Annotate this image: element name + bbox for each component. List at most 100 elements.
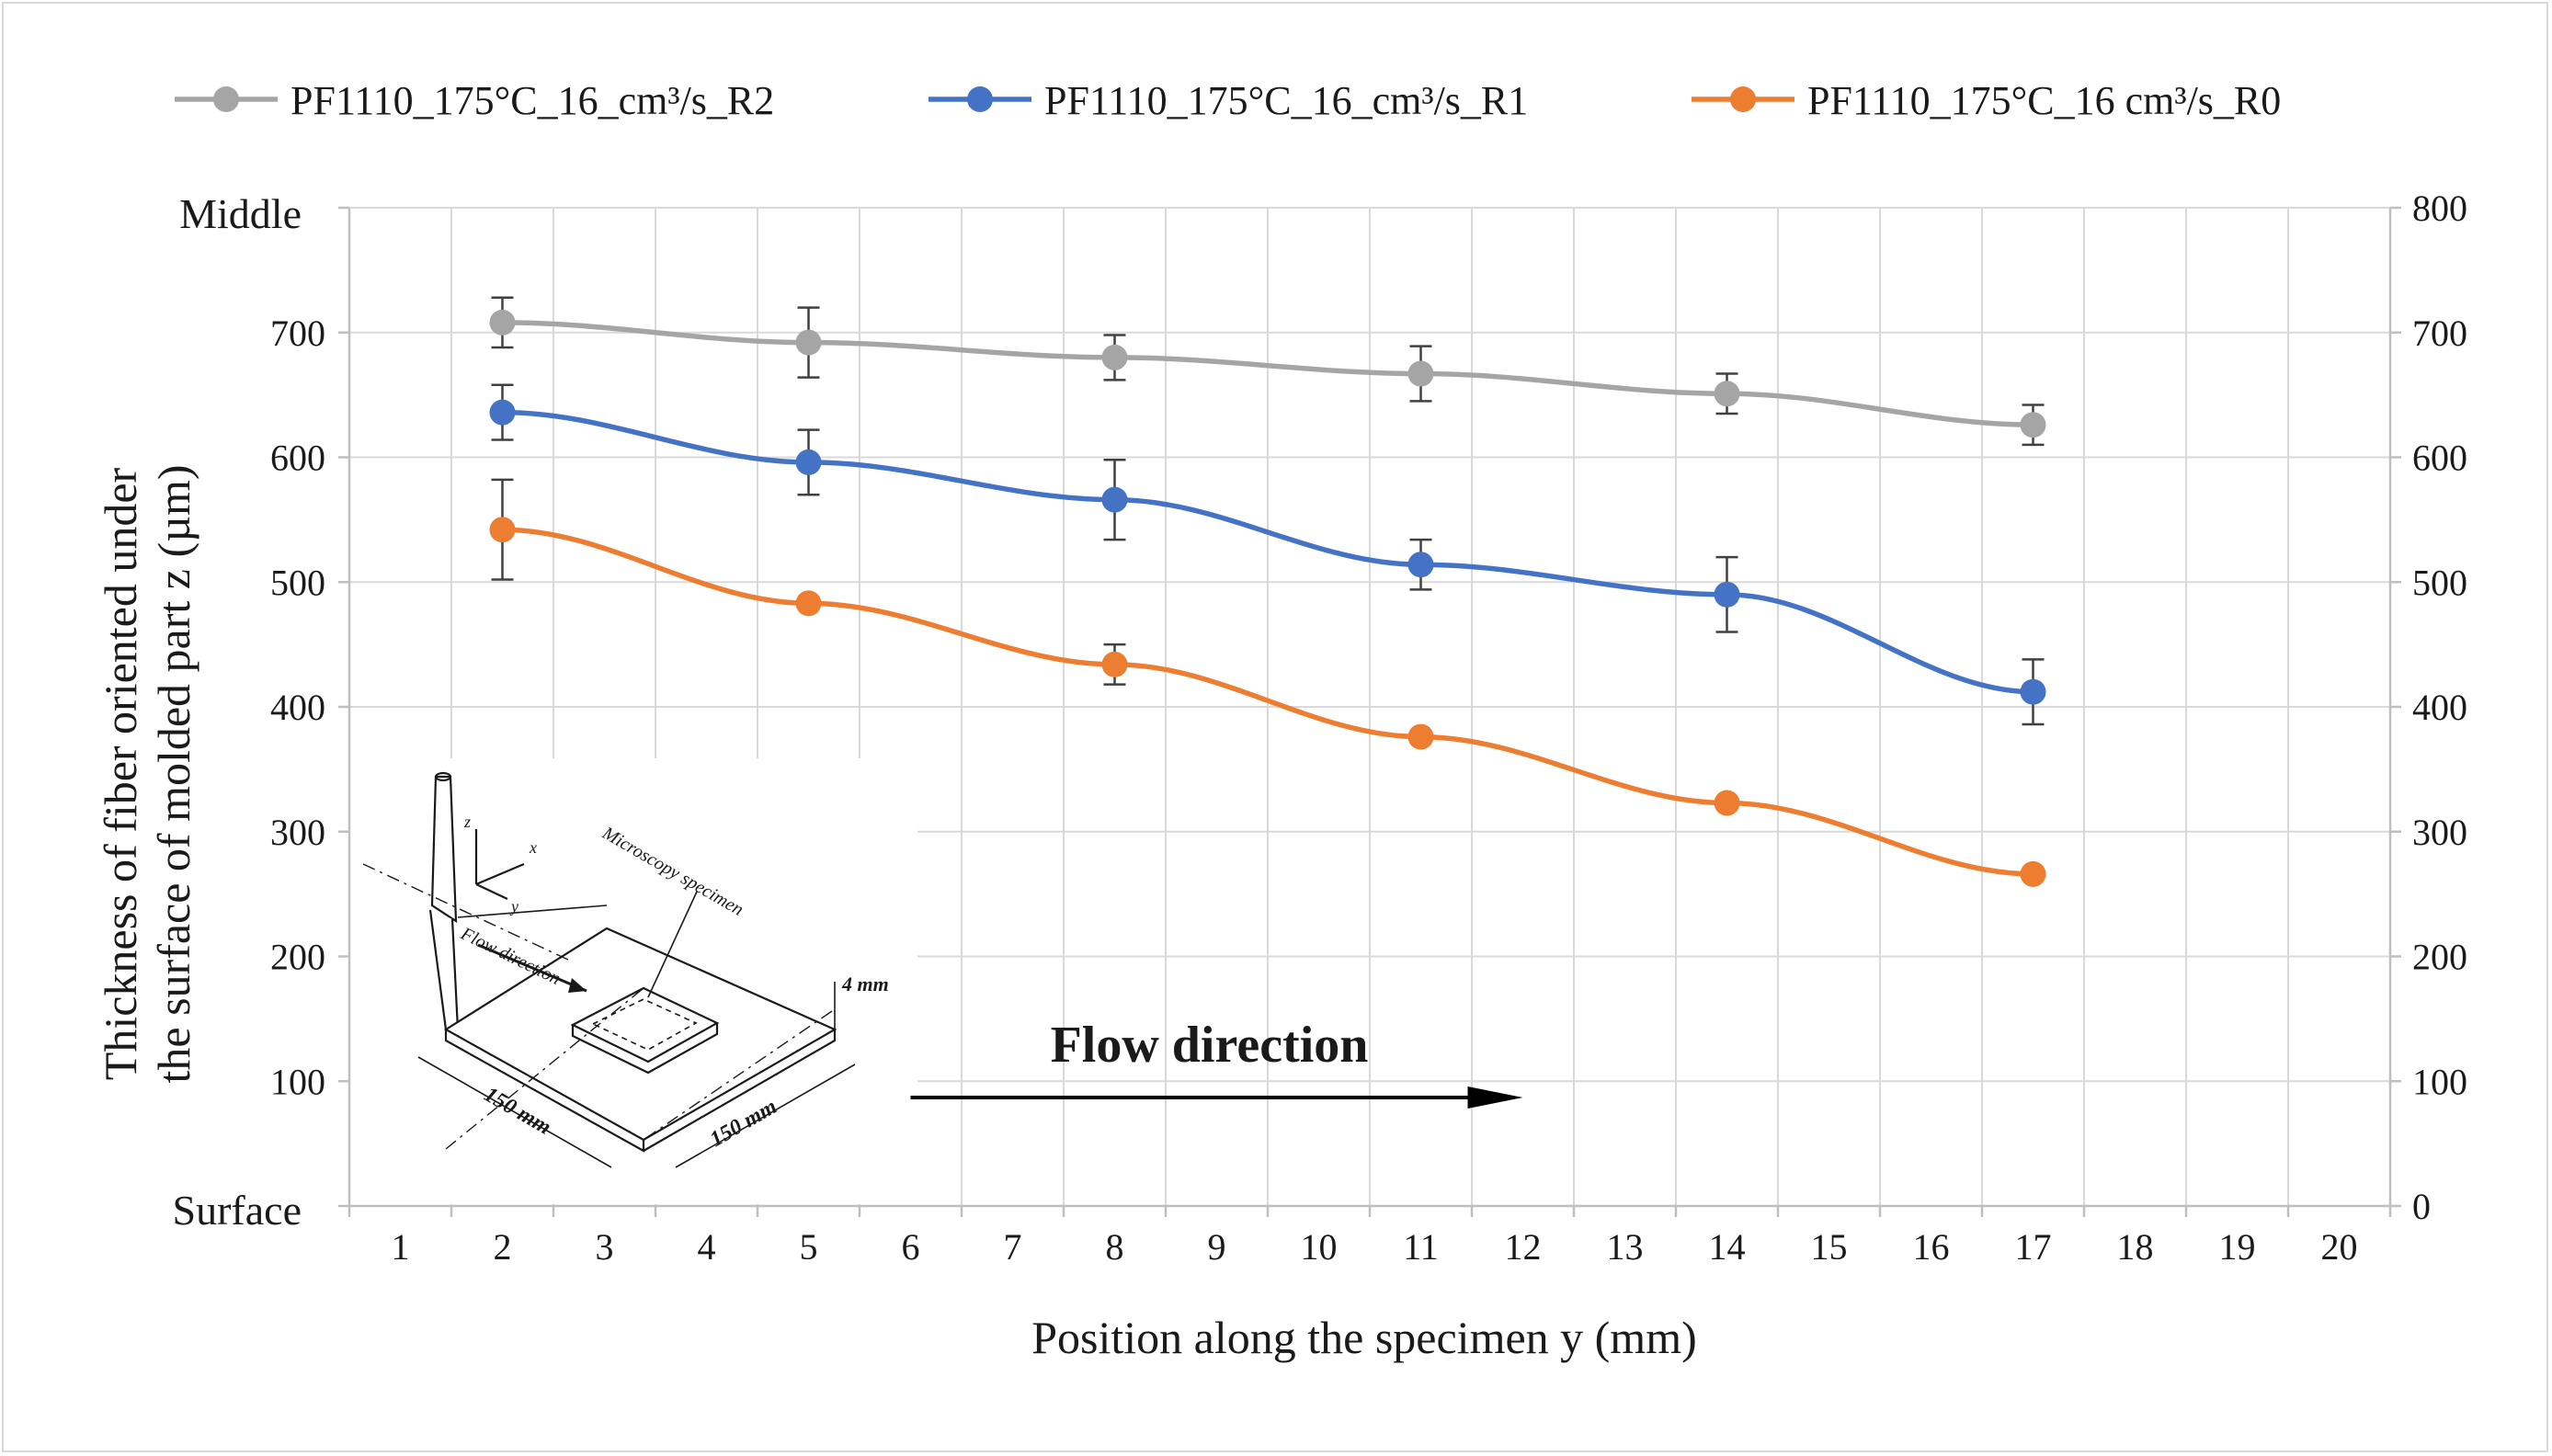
y-right-tick-label: 800 [2412, 188, 2467, 229]
y-right-tick-label: 700 [2412, 313, 2467, 354]
series-1 [489, 383, 2046, 726]
x-tick-label: 11 [1403, 1226, 1439, 1268]
sprue-shape [430, 775, 458, 924]
x-tick-label: 4 [698, 1226, 716, 1268]
data-point [489, 517, 516, 543]
x-tick-label: 17 [2015, 1226, 2052, 1268]
x-tick-label: 18 [2117, 1226, 2154, 1268]
y-axis-title-line-1: Thickness of fiber oriented under [95, 467, 146, 1080]
flow-arrowhead [1467, 1086, 1523, 1109]
y-left-tick-label: 200 [270, 937, 325, 978]
legend-label-0: PF1110_175°C_16_cm³/s_R2 [291, 78, 774, 123]
legend-marker-0 [213, 86, 239, 112]
x-tick-label: 1 [392, 1226, 410, 1268]
leader-line-1 [457, 904, 608, 918]
axis-y-line [475, 883, 508, 900]
y-axis-title-line-2: the surface of molded part z (µm) [148, 465, 199, 1084]
data-point [1714, 381, 1740, 407]
data-point [1407, 723, 1434, 750]
y-right-tick-label: 200 [2412, 937, 2467, 978]
data-point [1407, 360, 1434, 387]
series-line [502, 409, 2034, 695]
data-series [489, 296, 2046, 887]
y-left-tick-label: 500 [270, 562, 325, 603]
inset-axis-x-label: x [529, 838, 537, 857]
data-point [1714, 581, 1740, 608]
x-tick-label: 12 [1505, 1226, 1542, 1268]
leader-line-2 [647, 891, 698, 998]
flow-direction-label: Flow direction [1051, 1017, 1369, 1074]
y-right-tick-label: 500 [2412, 562, 2467, 603]
plate-front-left [444, 1029, 645, 1153]
y-left-tick-label: 400 [270, 687, 325, 728]
y-right-tick-label: 600 [2412, 438, 2467, 479]
x-tick-label: 20 [2321, 1226, 2358, 1268]
data-point [795, 329, 822, 356]
x-tick-label: 8 [1106, 1226, 1124, 1268]
data-point [1714, 790, 1740, 816]
x-tick-label: 13 [1607, 1226, 1644, 1268]
data-point [2020, 678, 2046, 705]
y-top-label-middle: Middle [179, 190, 302, 237]
x-tick-label: 9 [1208, 1226, 1226, 1268]
legend-label-1: PF1110_175°C_16_cm³/s_R1 [1044, 78, 1528, 123]
y-right-tick-label: 400 [2412, 687, 2467, 728]
x-tick-label: 14 [1709, 1226, 1746, 1268]
series-line [502, 527, 2034, 877]
inset-thickness-label: 4 mm [841, 973, 889, 995]
dimension-line-right [675, 1064, 856, 1168]
x-tick-label: 16 [1913, 1226, 1950, 1268]
centerline-2 [445, 987, 644, 1150]
x-tick-label: 3 [596, 1226, 614, 1268]
x-tick-label: 19 [2219, 1226, 2256, 1268]
series-2 [489, 478, 2046, 887]
flow-direction-arrow [910, 1086, 1523, 1109]
sprue-top [434, 771, 452, 782]
centerline-3 [643, 1010, 833, 1141]
inset-flow-arrowhead [568, 978, 587, 993]
data-point [1407, 552, 1434, 578]
data-point [1101, 344, 1128, 370]
data-point [2020, 412, 2046, 438]
legend-label-2: PF1110_175°C_16 cm³/s_R0 [1807, 78, 2281, 123]
inset-axis-z-label: z [463, 813, 471, 831]
x-tick-label: 10 [1301, 1226, 1338, 1268]
series-line [502, 320, 2034, 427]
inset-flow-arrow-line [477, 943, 587, 993]
x-axis-title: Position along the specimen y (mm) [1031, 1312, 1697, 1363]
data-point [489, 399, 516, 426]
y-right-tick-label: 300 [2412, 812, 2467, 853]
data-point [1101, 486, 1128, 513]
specimen-sides [571, 1023, 719, 1075]
dimension-line-left [417, 1056, 612, 1168]
y-left-tick-label: 300 [270, 812, 325, 853]
data-point [795, 449, 822, 475]
data-point [795, 590, 822, 617]
data-point [1101, 651, 1128, 677]
x-tick-label: 15 [1811, 1226, 1848, 1268]
x-tick-label: 7 [1004, 1226, 1022, 1268]
specimen-inner [591, 998, 698, 1051]
injection-molding-inset: Microscopy specimen Flow direction 4 mm … [338, 758, 917, 1204]
tick-labels: 1 2 3 4 5 6 7 8 9 10 11 12 13 14 15 16 17 18 19 20100200300… [270, 188, 2467, 1268]
axis-x-line [475, 862, 525, 886]
data-point [489, 309, 516, 336]
legend-marker-1 [967, 86, 993, 112]
grid-lines [349, 207, 2390, 1206]
x-tick-label: 6 [902, 1226, 920, 1268]
legend-marker-2 [1730, 86, 1756, 112]
centerline-1 [362, 863, 571, 961]
y-right-tick-label: 100 [2412, 1061, 2467, 1102]
x-tick-label: 5 [800, 1226, 818, 1268]
y-left-tick-label: 600 [270, 438, 325, 479]
y-left-tick-label: 100 [270, 1061, 325, 1102]
y-bottom-label-surface: Surface [173, 1187, 302, 1234]
x-tick-label: 2 [494, 1226, 512, 1268]
y-right-tick-label: 0 [2412, 1186, 2431, 1227]
inset-axis-y-label: y [509, 897, 518, 916]
plate-front-right [643, 1029, 837, 1152]
data-point [2020, 860, 2046, 887]
legend: PF1110_175°C_16_cm³/s_R2 PF1110_175°C_16_… [175, 78, 2281, 123]
